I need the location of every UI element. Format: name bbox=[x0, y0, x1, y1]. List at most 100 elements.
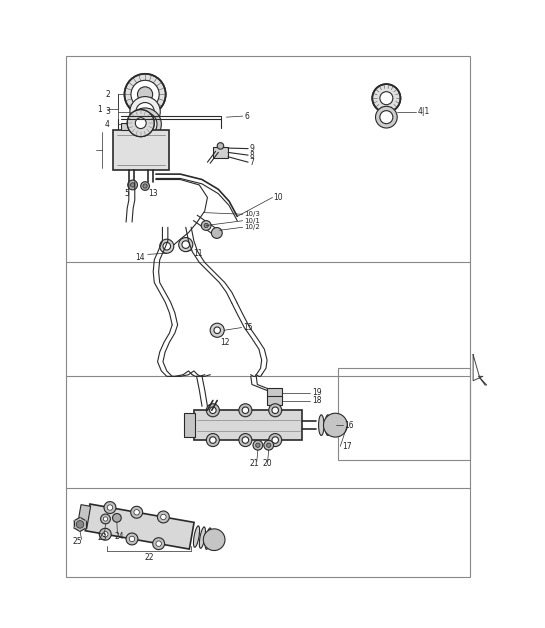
Polygon shape bbox=[80, 524, 86, 531]
Circle shape bbox=[131, 506, 143, 518]
Circle shape bbox=[269, 433, 282, 447]
Circle shape bbox=[182, 241, 190, 249]
Text: 8: 8 bbox=[249, 151, 254, 160]
Circle shape bbox=[211, 227, 222, 239]
Polygon shape bbox=[74, 517, 80, 524]
Text: 20: 20 bbox=[262, 458, 272, 468]
Circle shape bbox=[269, 404, 282, 417]
Circle shape bbox=[126, 533, 138, 545]
Ellipse shape bbox=[193, 526, 199, 547]
Circle shape bbox=[161, 514, 166, 520]
Circle shape bbox=[207, 404, 219, 417]
Circle shape bbox=[272, 437, 278, 443]
Circle shape bbox=[376, 106, 397, 128]
Ellipse shape bbox=[331, 415, 337, 435]
Circle shape bbox=[217, 143, 223, 149]
Circle shape bbox=[124, 74, 166, 115]
Circle shape bbox=[137, 87, 153, 102]
Circle shape bbox=[99, 528, 111, 540]
Circle shape bbox=[153, 538, 165, 550]
Circle shape bbox=[130, 183, 135, 187]
Bar bbox=[267, 388, 282, 397]
Text: 10: 10 bbox=[274, 193, 283, 202]
Circle shape bbox=[179, 237, 193, 252]
Bar bbox=[85, 504, 194, 549]
Text: 3: 3 bbox=[105, 107, 110, 116]
Circle shape bbox=[264, 440, 274, 450]
Ellipse shape bbox=[325, 415, 330, 435]
Text: 10/1: 10/1 bbox=[244, 218, 259, 224]
Circle shape bbox=[242, 437, 249, 443]
Bar bbox=[184, 413, 195, 437]
Circle shape bbox=[160, 239, 174, 253]
Text: 10/3: 10/3 bbox=[244, 211, 259, 217]
Circle shape bbox=[102, 531, 108, 537]
Text: 13: 13 bbox=[148, 189, 158, 198]
Text: 7: 7 bbox=[249, 158, 254, 166]
Circle shape bbox=[107, 505, 113, 511]
Text: 24: 24 bbox=[115, 532, 124, 541]
Circle shape bbox=[242, 407, 249, 413]
Circle shape bbox=[76, 521, 84, 528]
Circle shape bbox=[101, 514, 111, 524]
Bar bbox=[120, 123, 138, 129]
Polygon shape bbox=[80, 517, 86, 524]
Bar bbox=[213, 147, 228, 158]
Circle shape bbox=[133, 112, 157, 136]
Polygon shape bbox=[74, 521, 80, 528]
Polygon shape bbox=[473, 355, 487, 385]
Text: 4: 4 bbox=[105, 120, 110, 129]
Text: 12: 12 bbox=[220, 338, 229, 347]
Circle shape bbox=[129, 108, 161, 141]
Circle shape bbox=[134, 509, 140, 515]
Circle shape bbox=[128, 180, 137, 190]
Circle shape bbox=[201, 220, 211, 230]
Circle shape bbox=[156, 541, 161, 546]
Circle shape bbox=[141, 181, 149, 190]
Circle shape bbox=[256, 443, 260, 447]
Text: 1: 1 bbox=[97, 104, 102, 114]
Circle shape bbox=[210, 437, 216, 443]
Text: 2: 2 bbox=[105, 90, 110, 99]
Text: 21: 21 bbox=[250, 458, 259, 468]
Text: 14: 14 bbox=[136, 253, 145, 262]
Text: 10/2: 10/2 bbox=[244, 224, 259, 230]
Circle shape bbox=[104, 517, 108, 521]
Bar bbox=[77, 505, 90, 529]
Circle shape bbox=[253, 440, 263, 450]
Circle shape bbox=[113, 514, 121, 522]
Circle shape bbox=[239, 404, 252, 417]
Text: 16: 16 bbox=[344, 421, 354, 430]
Circle shape bbox=[129, 536, 135, 542]
Text: 22: 22 bbox=[144, 553, 154, 562]
Ellipse shape bbox=[199, 527, 205, 548]
Circle shape bbox=[372, 84, 401, 112]
Ellipse shape bbox=[319, 415, 324, 435]
Circle shape bbox=[239, 433, 252, 447]
Bar bbox=[267, 396, 282, 405]
Circle shape bbox=[210, 323, 224, 337]
Circle shape bbox=[214, 327, 220, 333]
Bar bbox=[337, 368, 470, 460]
Circle shape bbox=[131, 80, 159, 109]
Text: 6: 6 bbox=[244, 112, 249, 121]
Text: 25: 25 bbox=[72, 537, 82, 546]
Circle shape bbox=[143, 184, 147, 188]
Circle shape bbox=[163, 242, 171, 250]
Circle shape bbox=[267, 443, 271, 447]
Text: 11: 11 bbox=[193, 249, 203, 257]
Circle shape bbox=[272, 407, 278, 413]
Circle shape bbox=[203, 529, 225, 551]
Circle shape bbox=[127, 109, 154, 137]
Bar bbox=[194, 410, 302, 440]
Polygon shape bbox=[80, 521, 86, 528]
Text: 17: 17 bbox=[342, 442, 352, 451]
Text: 15: 15 bbox=[243, 323, 253, 332]
Circle shape bbox=[104, 502, 116, 514]
Bar bbox=[66, 57, 470, 577]
Circle shape bbox=[158, 511, 169, 523]
Circle shape bbox=[138, 117, 152, 131]
Circle shape bbox=[207, 433, 219, 447]
Circle shape bbox=[380, 111, 393, 124]
Circle shape bbox=[135, 117, 146, 129]
